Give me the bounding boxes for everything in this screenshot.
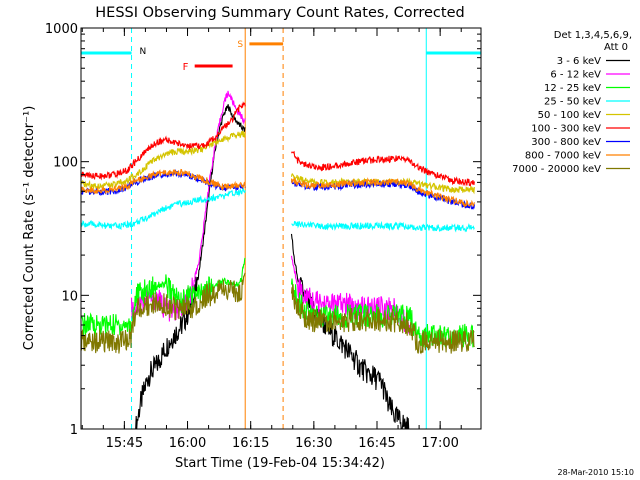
series-line bbox=[80, 187, 246, 231]
saa-bar-label: S bbox=[237, 40, 243, 50]
y-tick-label: 1 bbox=[70, 423, 78, 438]
legend-entry: 25 - 50 keV bbox=[544, 97, 601, 108]
y-tick-label: 1000 bbox=[45, 22, 78, 37]
series-25-50-kev bbox=[80, 187, 475, 233]
plot-frame bbox=[80, 27, 482, 430]
legend-entry: 7000 - 20000 keV bbox=[512, 164, 601, 175]
x-tick-label: 15:45 bbox=[106, 436, 143, 451]
legend-header-attenuator: Att 0 bbox=[604, 42, 628, 53]
series-line bbox=[291, 220, 475, 233]
axes-layer: 1 10 100 1000 15:45 16:00 16:15 16:30 16:45 17:00 bbox=[45, 22, 481, 451]
legend-entry: 300 - 800 keV bbox=[531, 137, 601, 148]
series-100-300-kev bbox=[80, 101, 475, 187]
night-bar-label: N bbox=[140, 47, 147, 57]
series-line bbox=[80, 257, 246, 338]
x-tick-label: 16:00 bbox=[169, 436, 206, 451]
series-50-100-kev bbox=[80, 130, 475, 195]
series-line bbox=[80, 168, 246, 195]
chart-title: HESSI Observing Summary Count Rates, Cor… bbox=[95, 5, 464, 21]
series-line bbox=[290, 177, 475, 209]
flare-bar-label: F bbox=[183, 62, 189, 73]
legend-entry: 100 - 300 keV bbox=[531, 124, 601, 135]
y-axis-label: Corrected Count Rate (s⁻¹ detector⁻¹) bbox=[22, 106, 37, 351]
series-7000-20000-kev bbox=[80, 271, 475, 355]
x-tick-label: 17:00 bbox=[421, 436, 458, 451]
series-line bbox=[291, 150, 475, 187]
x-tick-label: 16:45 bbox=[358, 436, 395, 451]
legend: Det 1,3,4,5,6,9,Att 03 - 6 keV 6 - 12 keV… bbox=[512, 30, 632, 175]
series-line bbox=[80, 272, 246, 354]
series-line bbox=[290, 284, 475, 355]
legend-entry: 12 - 25 keV bbox=[544, 83, 601, 94]
legend-header-detectors: Det 1,3,4,5,6,9, bbox=[554, 30, 632, 41]
legend-entry: 6 - 12 keV bbox=[550, 70, 601, 81]
series-line bbox=[80, 130, 246, 190]
series-800-7000-kev bbox=[80, 168, 475, 209]
x-tick-label: 16:30 bbox=[295, 436, 332, 451]
legend-entry: 50 - 100 keV bbox=[538, 110, 602, 121]
footer-timestamp: 28-Mar-2010 15:10 bbox=[558, 468, 635, 477]
series-line bbox=[135, 104, 246, 430]
legend-entry: 3 - 6 keV bbox=[557, 56, 601, 67]
legend-entry: 800 - 7000 keV bbox=[525, 151, 601, 162]
series-line bbox=[80, 101, 246, 181]
y-tick-label: 10 bbox=[61, 289, 78, 304]
x-axis-label: Start Time (19-Feb-04 15:34:42) bbox=[175, 456, 385, 471]
plot-layer: N F S bbox=[80, 28, 482, 430]
y-tick-label: 100 bbox=[53, 156, 78, 171]
x-tick-label: 16:15 bbox=[232, 436, 269, 451]
